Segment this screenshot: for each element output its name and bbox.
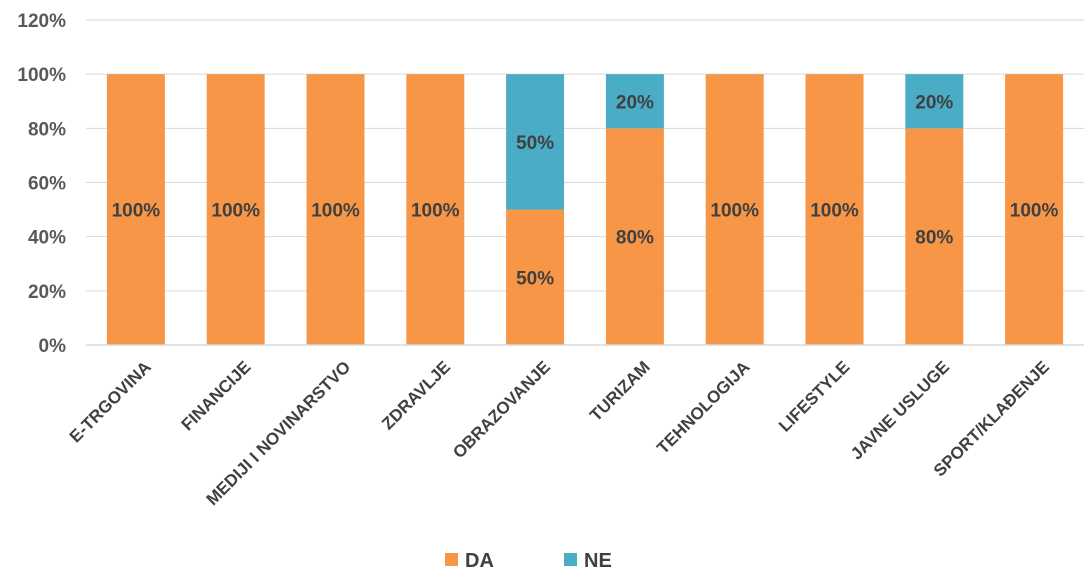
data-label-da-8: 100%	[810, 201, 859, 222]
bar-ne-6	[605, 74, 664, 129]
y-tick-label: 40%	[28, 228, 66, 249]
data-label-da-7: 100%	[710, 201, 759, 222]
bars: 100% 100% 100% 100% 50% 50% 80% 20% 100% 100% 80% 2…	[106, 74, 1064, 346]
bar-da-1	[106, 74, 165, 346]
y-tick-label: 120%	[17, 11, 66, 32]
y-tick-label: 20%	[28, 282, 66, 303]
data-label-da-5: 50%	[516, 268, 554, 289]
data-label-ne-5: 50%	[516, 133, 554, 154]
data-label-da-6: 80%	[616, 228, 654, 249]
bar-ne-5	[506, 74, 565, 210]
y-tick-label: 100%	[17, 65, 66, 86]
x-tick-label: TURIZAM	[586, 357, 654, 425]
legend-swatch-ne	[564, 553, 577, 566]
x-tick-label: ZDRAVLJE	[378, 357, 454, 433]
bar-da-9	[905, 128, 964, 345]
bar-da-5	[506, 209, 565, 345]
y-tick-label: 80%	[28, 119, 66, 140]
x-tick-label: JAVNE USLUGE	[847, 357, 953, 463]
x-tick-label: E-TRGOVINA	[66, 357, 155, 446]
x-tick-label: TEHNOLOGIJA	[653, 357, 753, 457]
bar-da-7	[705, 74, 764, 346]
bar-da-8	[805, 74, 864, 346]
bar-da-4	[406, 74, 465, 346]
bar-ne-9	[905, 74, 964, 129]
data-label-da-10: 100%	[1010, 201, 1059, 222]
bar-da-10	[1005, 74, 1064, 346]
data-label-da-9: 80%	[915, 228, 953, 249]
y-axis: 0% 20% 40% 60% 80% 100% 120%	[17, 11, 66, 357]
data-label-ne-6: 20%	[616, 92, 654, 113]
data-label-ne-9: 20%	[915, 92, 953, 113]
y-tick-label: 0%	[39, 336, 67, 357]
bar-da-3	[306, 74, 365, 346]
bar-da-2	[206, 74, 265, 346]
y-tick-label: 60%	[28, 174, 66, 195]
legend-swatch-da	[445, 553, 458, 566]
legend-label-ne: NE	[584, 550, 612, 572]
bar-da-6	[605, 128, 664, 345]
x-tick-label: OBRAZOVANJE	[449, 357, 554, 462]
data-label-da-1: 100%	[112, 201, 161, 222]
data-label-da-4: 100%	[411, 201, 460, 222]
x-tick-label: FINANCIJE	[178, 357, 255, 434]
data-label-da-3: 100%	[311, 201, 360, 222]
legend-label-da: DA	[465, 550, 494, 572]
x-tick-label: SPORT/KLAĐENJE	[930, 357, 1053, 480]
data-label-da-2: 100%	[211, 201, 260, 222]
legend: DA NE	[445, 550, 612, 572]
x-tick-label: LIFESTYLE	[775, 357, 853, 435]
